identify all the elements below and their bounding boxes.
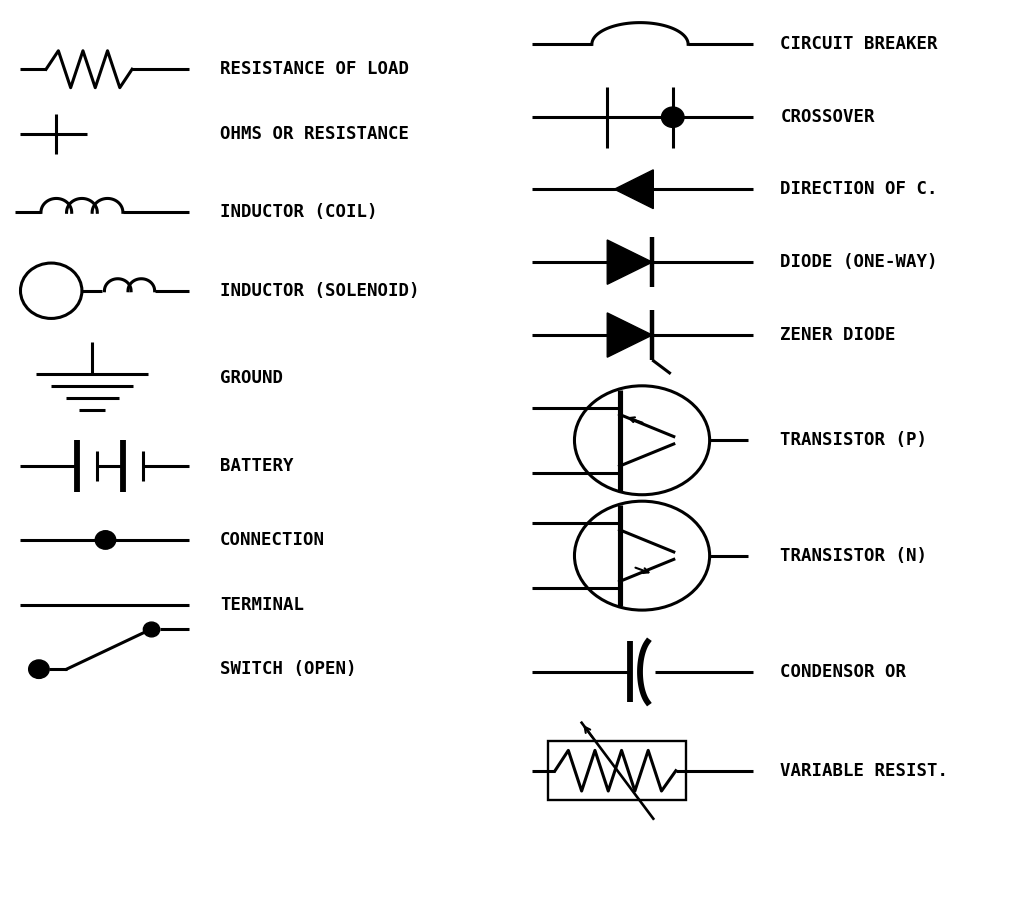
- Text: CIRCUIT BREAKER: CIRCUIT BREAKER: [780, 35, 938, 54]
- Text: DIODE (ONE-WAY): DIODE (ONE-WAY): [780, 253, 938, 271]
- Circle shape: [95, 531, 116, 549]
- Polygon shape: [607, 313, 652, 357]
- Text: OHMS OR RESISTANCE: OHMS OR RESISTANCE: [220, 125, 410, 143]
- Circle shape: [662, 107, 684, 127]
- Text: RESISTANCE OF LOAD: RESISTANCE OF LOAD: [220, 60, 410, 78]
- Text: CONNECTION: CONNECTION: [220, 531, 326, 549]
- Circle shape: [29, 660, 49, 678]
- Text: TRANSISTOR (P): TRANSISTOR (P): [780, 431, 928, 450]
- Text: CROSSOVER: CROSSOVER: [780, 108, 874, 126]
- Text: INDUCTOR (COIL): INDUCTOR (COIL): [220, 203, 378, 222]
- Text: TERMINAL: TERMINAL: [220, 595, 304, 614]
- Text: DIRECTION OF C.: DIRECTION OF C.: [780, 180, 938, 198]
- Text: TRANSISTOR (N): TRANSISTOR (N): [780, 546, 928, 565]
- Polygon shape: [614, 170, 653, 209]
- Text: SWITCH (OPEN): SWITCH (OPEN): [220, 660, 356, 678]
- Text: ZENER DIODE: ZENER DIODE: [780, 326, 896, 344]
- Bar: [548, 741, 686, 800]
- Text: INDUCTOR (SOLENOID): INDUCTOR (SOLENOID): [220, 282, 420, 300]
- Text: CONDENSOR OR: CONDENSOR OR: [780, 663, 906, 681]
- Polygon shape: [607, 240, 652, 284]
- Text: VARIABLE RESIST.: VARIABLE RESIST.: [780, 761, 948, 780]
- Text: BATTERY: BATTERY: [220, 457, 294, 475]
- Text: GROUND: GROUND: [220, 369, 284, 388]
- Circle shape: [143, 622, 160, 637]
